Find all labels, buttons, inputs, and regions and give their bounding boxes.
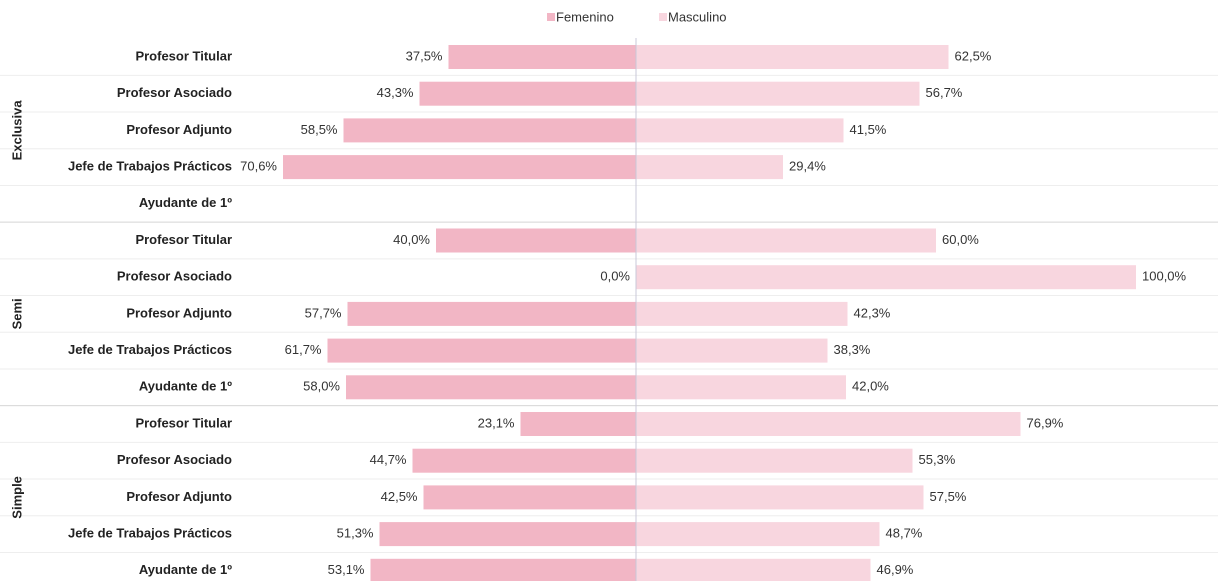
legend-label: Femenino: [556, 9, 614, 24]
bar: [327, 338, 636, 363]
value-label: 51,3%: [337, 526, 374, 541]
value-label: 41,5%: [850, 122, 887, 137]
category-label: Ayudante de 1º: [139, 195, 232, 210]
category-label: Profesor Titular: [135, 48, 232, 63]
value-label: 58,5%: [301, 122, 338, 137]
category-label: Profesor Titular: [135, 415, 232, 430]
value-label: 46,9%: [877, 562, 914, 577]
bar: [636, 558, 871, 581]
bar: [636, 228, 936, 253]
value-label: 42,3%: [854, 305, 891, 320]
value-label: 70,6%: [240, 159, 277, 174]
value-label: 61,7%: [285, 342, 322, 357]
value-label: 58,0%: [303, 379, 340, 394]
bar: [636, 448, 913, 473]
value-label: 100,0%: [1142, 269, 1187, 284]
value-label: 42,5%: [381, 489, 418, 504]
bar: [636, 338, 828, 363]
category-label: Profesor Asociado: [117, 269, 232, 284]
value-label: 48,7%: [886, 526, 923, 541]
category-label: Ayudante de 1º: [139, 379, 232, 394]
bar: [636, 265, 1136, 290]
value-label: 44,7%: [370, 452, 407, 467]
bar: [419, 81, 636, 106]
value-label: 37,5%: [406, 48, 443, 63]
bar: [436, 228, 636, 253]
bar: [636, 375, 846, 400]
category-label: Profesor Adjunto: [126, 122, 232, 137]
value-label: 62,5%: [955, 48, 992, 63]
value-label: 0,0%: [600, 269, 630, 284]
legend-swatch: [547, 13, 555, 21]
category-label: Profesor Asociado: [117, 85, 232, 100]
bar: [636, 522, 880, 547]
bar: [636, 412, 1021, 436]
bar: [347, 301, 636, 326]
group-label: Simple: [9, 476, 24, 519]
value-label: 60,0%: [942, 232, 979, 247]
category-label: Jefe de Trabajos Prácticos: [68, 159, 232, 174]
value-label: 40,0%: [393, 232, 430, 247]
value-label: 38,3%: [834, 342, 871, 357]
bar: [636, 81, 920, 106]
category-label: Jefe de Trabajos Prácticos: [68, 342, 232, 357]
category-label: Profesor Adjunto: [126, 489, 232, 504]
bar: [636, 45, 949, 69]
bar: [283, 155, 636, 180]
category-label: Jefe de Trabajos Prácticos: [68, 526, 232, 541]
bar: [412, 448, 636, 473]
category-label: Profesor Asociado: [117, 452, 232, 467]
bar: [520, 412, 636, 436]
category-label: Profesor Titular: [135, 232, 232, 247]
bar: [636, 301, 848, 326]
bar: [370, 558, 636, 581]
bar: [448, 45, 636, 69]
value-label: 43,3%: [377, 85, 414, 100]
bar: [346, 375, 636, 400]
category-label: Profesor Adjunto: [126, 305, 232, 320]
value-label: 53,1%: [328, 562, 365, 577]
bar: [636, 485, 924, 510]
value-label: 42,0%: [852, 379, 889, 394]
value-label: 57,7%: [305, 305, 342, 320]
value-label: 76,9%: [1027, 415, 1064, 430]
category-label: Ayudante de 1º: [139, 562, 232, 577]
value-label: 55,3%: [919, 452, 956, 467]
group-label: Semi: [9, 298, 24, 329]
value-label: 23,1%: [478, 415, 515, 430]
bar: [636, 118, 844, 143]
bar: [636, 155, 783, 180]
legend-label: Masculino: [668, 9, 727, 24]
legend-swatch: [659, 13, 667, 21]
value-label: 29,4%: [789, 159, 826, 174]
value-label: 57,5%: [930, 489, 967, 504]
bar: [379, 522, 636, 547]
bar: [343, 118, 636, 143]
group-label: Exclusiva: [9, 100, 24, 161]
value-label: 56,7%: [926, 85, 963, 100]
bar: [423, 485, 636, 510]
